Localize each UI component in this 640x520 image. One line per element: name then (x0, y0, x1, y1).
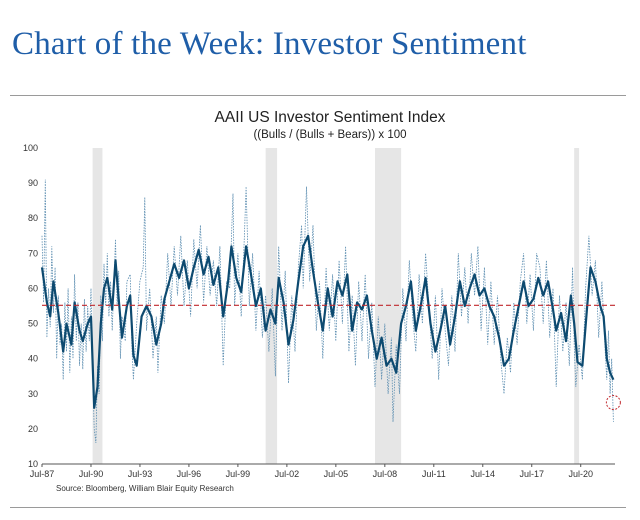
y-tick-label: 80 (28, 213, 38, 223)
top-divider (10, 95, 626, 96)
x-tick-label: Jul-11 (422, 469, 446, 479)
recession-band-4 (574, 148, 580, 464)
overlay-group (42, 304, 621, 411)
x-tick-label: Jul-96 (177, 469, 202, 479)
x-tick-label: Jul-93 (128, 469, 153, 479)
y-tick-label: 60 (28, 283, 38, 293)
x-tick-label: Jul-05 (324, 469, 349, 479)
y-tick-label: 40 (28, 354, 38, 364)
chart-title: AAII US Investor Sentiment Index (215, 109, 446, 126)
x-tick-label: Jul-08 (373, 469, 398, 479)
chart-subtitle: ((Bulls / (Bulls + Bears)) x 100 (253, 129, 406, 141)
y-tick-label: 70 (28, 248, 38, 258)
weekly-sentiment-line (41, 179, 614, 443)
y-tick-label: 30 (28, 389, 38, 399)
y-tick-label: 90 (28, 178, 38, 188)
x-tick-label: Jul-17 (519, 469, 544, 479)
x-tick-label: Jul-20 (568, 469, 593, 479)
x-tick-label: Jul-02 (275, 469, 300, 479)
y-tick-label: 50 (28, 319, 38, 329)
x-axis: Jul-87 Jul-90 Jul-93 Jul-96 Jul-99 Jul-02 Jul-… (30, 463, 615, 479)
y-tick-label: 100 (23, 143, 38, 153)
x-tick-label: Jul-99 (226, 469, 251, 479)
smoothed-sentiment-line (40, 234, 615, 409)
x-tick-label: Jul-87 (30, 469, 55, 479)
recession-band-1 (92, 148, 103, 464)
x-tick-label: Jul-14 (471, 469, 496, 479)
y-tick-label: 20 (28, 424, 38, 434)
y-tick-label: 10 (28, 459, 38, 469)
slide-title: Chart of the Week: Investor Sentiment (12, 26, 527, 62)
source-note: Source: Bloomberg, William Blair Equity … (56, 484, 234, 493)
y-axis: 10 20 30 40 50 60 70 80 90 100 (23, 143, 38, 469)
sentiment-chart: AAII US Investor Sentiment Index ((Bulls… (23, 109, 621, 479)
x-tick-label: Jul-90 (79, 469, 104, 479)
recession-shading-group (92, 148, 580, 464)
series-group (40, 179, 615, 443)
highlight-circle (605, 395, 621, 411)
recession-band-3 (375, 148, 402, 464)
bottom-divider (10, 507, 626, 508)
